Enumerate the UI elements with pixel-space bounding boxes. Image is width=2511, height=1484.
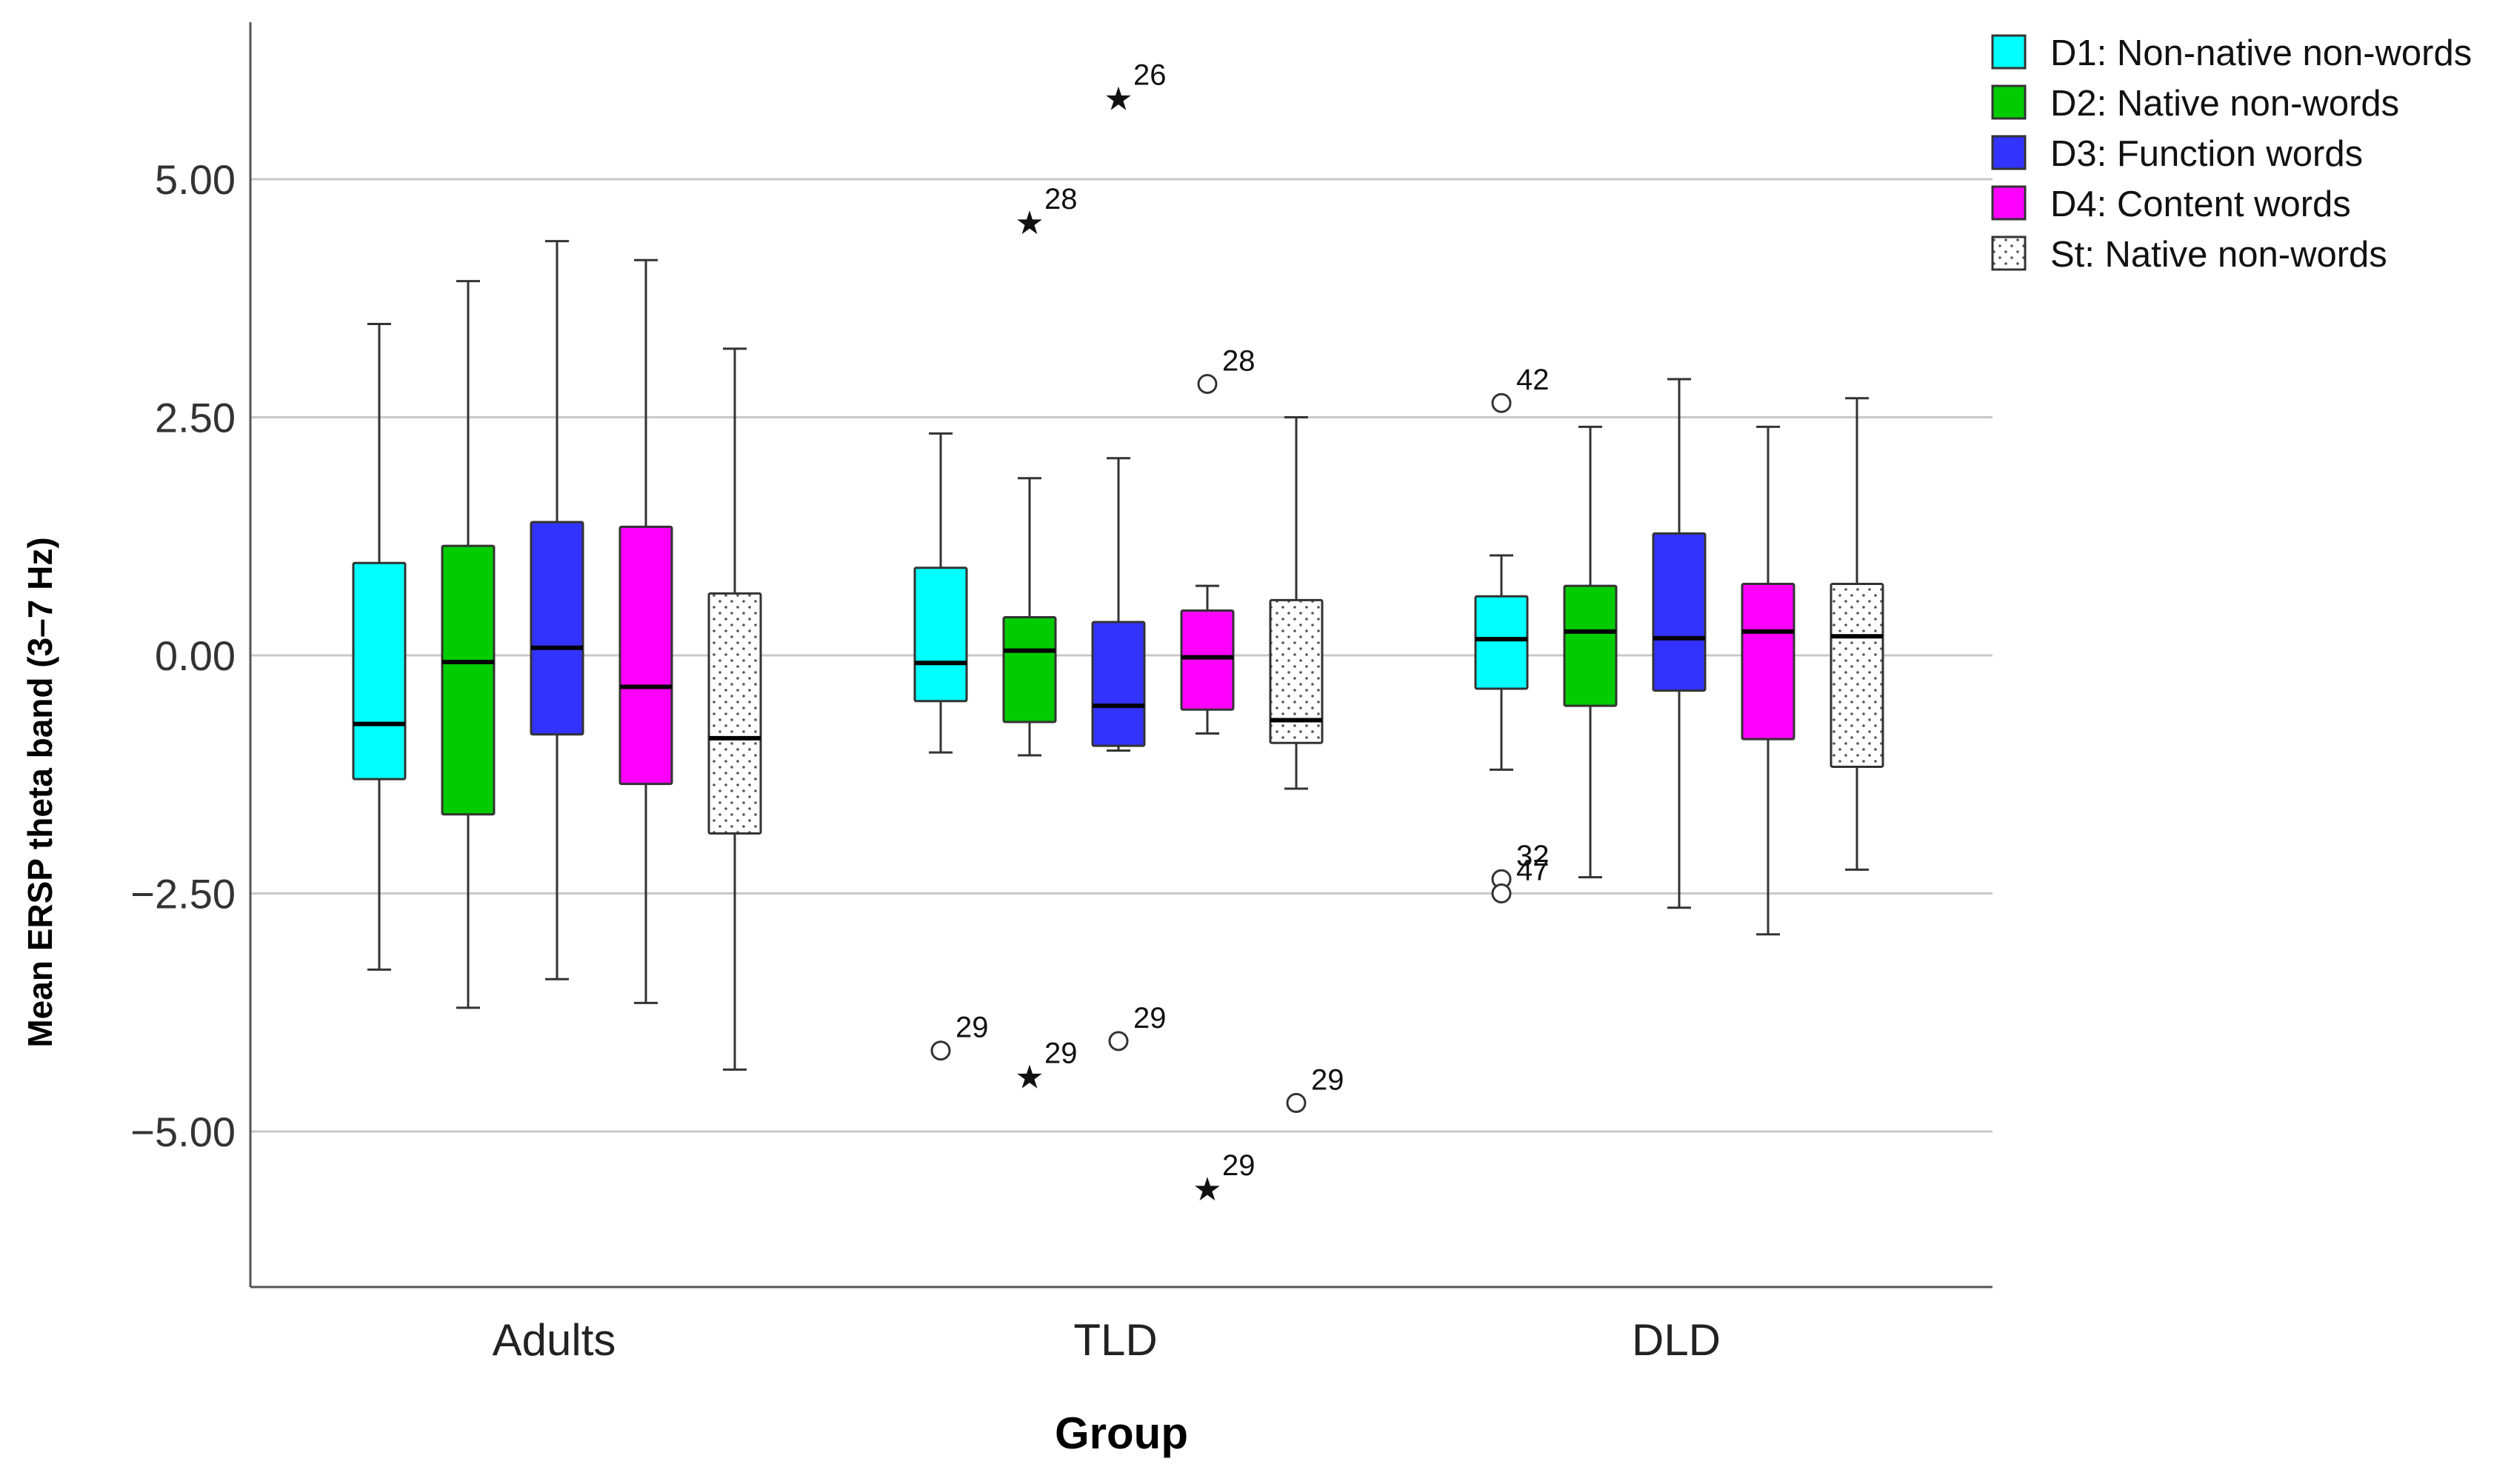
outlier-label: 47 [1516,855,1550,887]
box-d4-tld [1180,584,1235,735]
box-d3-dld [1652,378,1707,909]
box-d2-dld [1563,425,1618,879]
box [1180,609,1235,711]
legend-swatch [1991,185,2027,221]
outlier-label: 28 [1044,183,1078,215]
box-d3-tld [1091,457,1146,752]
box [1830,583,1884,768]
x-category-label: TLD [1073,1315,1157,1365]
box-d1-tld [913,432,968,754]
box [1741,583,1795,741]
box [352,561,407,781]
box [530,521,584,736]
outlier-label: 28 [1222,344,1256,377]
box [1563,584,1618,707]
box-d3-adults [530,240,584,980]
box [1269,598,1324,744]
box-d1-adults [352,322,407,971]
box [1474,595,1529,690]
legend-label: St: Native non-words [2050,235,2387,275]
x-category-label: Adults [493,1315,616,1365]
box [707,592,762,835]
legend-label: D4: Content words [2050,184,2351,224]
box [1002,616,1057,723]
legend-label: D2: Native non-words [2050,84,2399,124]
box [618,525,673,786]
outlier-circle [1108,1031,1129,1052]
outlier-star: ★ [1015,1058,1044,1096]
outlier-label: 32 [1516,840,1550,872]
outlier-label: 42 [1516,364,1550,396]
outlier-label: 29 [1044,1037,1078,1069]
outlier-circle [1286,1092,1307,1113]
box-d4-adults [618,258,673,1004]
outlier-label: 29 [1222,1149,1256,1182]
box-d2-adults [441,280,496,1009]
box-d2-tld [1002,477,1057,757]
x-category-label: DLD [1632,1315,1721,1365]
box-st-tld [1269,416,1324,790]
box [1091,621,1146,747]
box-st-dld [1830,397,1884,871]
outlier-circle [1491,883,1512,903]
y-axis-title: Mean ERSP theta band (3–7 Hz) [21,537,59,1047]
legend-swatch [1991,34,2027,70]
outlier-star: ★ [1015,204,1044,242]
legend-swatch [1991,235,2027,271]
y-tick-label: −5.00 [130,1109,236,1155]
y-tick-label: −2.50 [130,871,236,918]
outlier-circle [930,1040,951,1061]
box [913,566,968,703]
outlier-label: 29 [1311,1063,1344,1096]
outlier-circle [1197,373,1218,394]
axes [249,22,1993,1289]
legend-swatch [1991,135,2027,170]
legend-swatch [1991,84,2027,120]
box-d1-dld [1474,554,1529,771]
outlier-circle [1491,392,1512,413]
outlier-star: ★ [1104,81,1133,118]
outlier-star: ★ [1193,1171,1221,1209]
y-tick-labels: 5.00 2.50 0.00 −2.50 −5.00 [130,156,236,1155]
box [1652,532,1707,692]
outlier-label: 26 [1133,59,1167,92]
legend: D1: Non-native non-words D2: Native non-w… [1991,33,2472,275]
outlier-label: 29 [1133,1002,1167,1035]
box-d4-dld [1741,425,1795,936]
box [441,544,496,816]
y-tick-label: 0.00 [155,632,236,679]
boxes [352,240,1884,1071]
x-category-labels: Adults TLD DLD [493,1315,1721,1365]
outlier-label: 29 [956,1012,989,1044]
box-st-adults [707,347,762,1071]
legend-label: D1: Non-native non-words [2050,33,2472,73]
legend-label: D3: Function words [2050,134,2363,174]
x-axis-title: Group [1055,1408,1188,1458]
y-tick-label: 5.00 [155,156,236,203]
y-tick-label: 2.50 [155,395,236,441]
